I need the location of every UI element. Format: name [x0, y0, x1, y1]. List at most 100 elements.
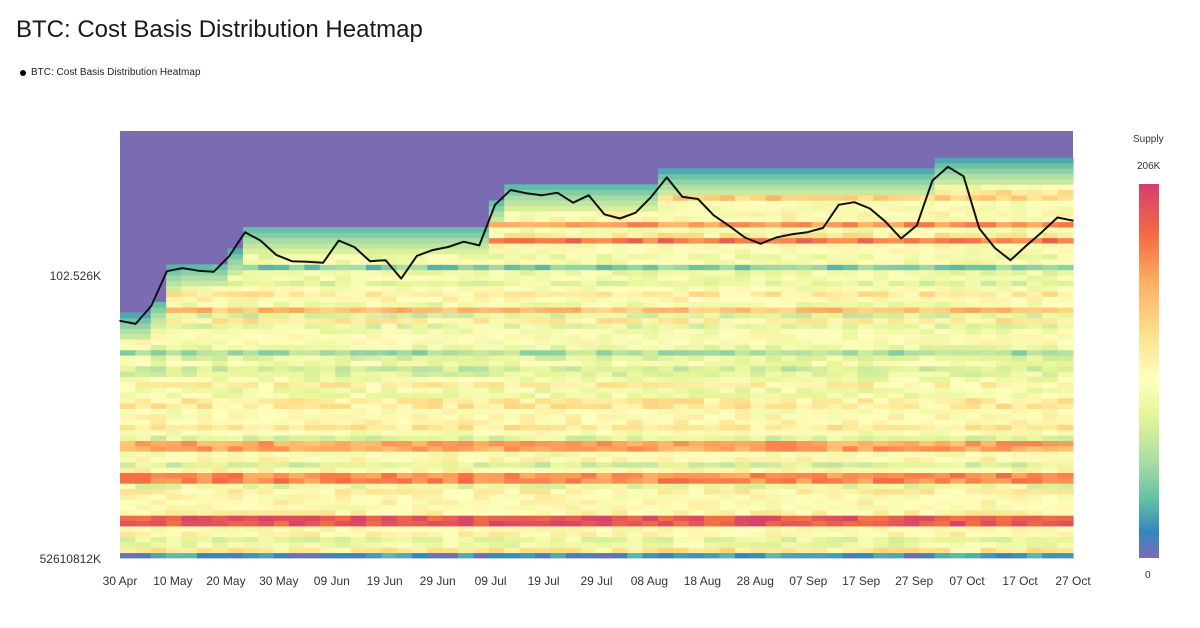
heatmap-cell	[227, 365, 244, 372]
heatmap-cell	[796, 285, 813, 292]
heatmap-cell	[719, 381, 736, 388]
heatmap-cell	[381, 237, 398, 244]
heatmap-cell	[627, 499, 644, 506]
heatmap-cell	[381, 536, 398, 543]
heatmap-cell	[519, 195, 536, 201]
heatmap-cell	[196, 520, 213, 527]
heatmap-cell	[765, 547, 782, 554]
heatmap-cell	[365, 227, 382, 233]
heatmap-cell	[750, 381, 767, 388]
heatmap-cell	[611, 552, 628, 559]
heatmap-cell	[642, 296, 659, 303]
heatmap-cell	[888, 264, 905, 271]
heatmap-cell	[381, 365, 398, 372]
heatmap-cell	[903, 547, 920, 554]
chart-legend[interactable]: BTC: Cost Basis Distribution Heatmap	[20, 67, 201, 78]
heatmap-cell	[289, 376, 306, 383]
heatmap-cell	[1011, 173, 1028, 180]
heatmap-cell	[365, 285, 382, 292]
heatmap-cell	[842, 168, 859, 175]
heatmap-cell	[212, 317, 229, 324]
heatmap-cell	[934, 179, 951, 185]
heatmap-cell	[550, 520, 567, 527]
heatmap-cell	[842, 333, 859, 340]
heatmap-cell	[996, 461, 1013, 468]
heatmap-cell	[980, 445, 997, 452]
heatmap-cell	[458, 552, 475, 559]
heatmap-cell	[350, 227, 367, 233]
heatmap-cell	[627, 387, 644, 393]
heatmap-cell	[273, 456, 290, 463]
heatmap-cell	[888, 280, 905, 287]
heatmap-cell	[627, 472, 644, 479]
heatmap-cell	[734, 275, 751, 281]
heatmap-cell	[581, 280, 598, 287]
heatmap-cell	[150, 552, 167, 559]
heatmap-cell	[934, 365, 951, 372]
heatmap-cell	[688, 360, 705, 367]
heatmap-cell	[181, 504, 198, 511]
heatmap-cell	[811, 376, 828, 383]
heatmap-cell	[704, 259, 721, 265]
heatmap-cell	[996, 205, 1013, 212]
heatmap-cell	[919, 344, 936, 351]
heatmap-cell	[488, 259, 505, 265]
heatmap-cell	[550, 488, 567, 495]
heatmap-cell	[765, 371, 782, 377]
heatmap-cell	[950, 355, 966, 361]
heatmap-cell	[642, 408, 659, 415]
heatmap-cell	[673, 488, 690, 495]
heatmap-cell	[888, 552, 905, 559]
heatmap-cell	[304, 248, 321, 255]
heatmap-cell	[642, 376, 659, 383]
heatmap-cell	[873, 536, 890, 543]
heatmap-cell	[965, 355, 982, 361]
heatmap-cell	[950, 467, 966, 473]
heatmap-cell	[504, 349, 521, 356]
heatmap-cell	[488, 301, 505, 308]
heatmap-cell	[642, 504, 659, 511]
heatmap-cell	[135, 520, 152, 527]
heatmap-cell	[780, 317, 797, 324]
heatmap-cell	[811, 339, 828, 345]
heatmap-cell	[857, 355, 874, 361]
heatmap-cell	[381, 408, 398, 415]
heatmap-cell	[842, 349, 859, 356]
heatmap-cell	[1011, 323, 1028, 329]
heatmap-cell	[412, 483, 429, 490]
heatmap-cell	[196, 307, 213, 313]
heatmap-cell	[427, 435, 444, 441]
heatmap-cell	[289, 440, 306, 447]
heatmap-cell	[627, 381, 644, 388]
heatmap-cell	[381, 392, 398, 399]
heatmap-cell	[719, 237, 736, 244]
price-point	[384, 259, 387, 262]
heatmap-cell	[673, 440, 690, 447]
heatmap-cell	[642, 285, 659, 292]
heatmap-cell	[258, 456, 275, 463]
heatmap-cell	[550, 349, 567, 356]
heatmap-cell	[1057, 381, 1074, 388]
heatmap-cell	[150, 509, 167, 516]
heatmap-cell	[350, 360, 367, 367]
heatmap-cell	[734, 520, 751, 527]
heatmap-cell	[765, 280, 782, 287]
heatmap-cell	[903, 413, 920, 420]
heatmap-cell	[258, 376, 275, 383]
heatmap-cell	[996, 301, 1013, 308]
heatmap-cell	[611, 435, 628, 441]
heatmap-cell	[903, 307, 920, 313]
heatmap-cell	[488, 275, 505, 281]
heatmap-cell	[458, 328, 475, 335]
heatmap-cell	[996, 504, 1013, 511]
heatmap-cell	[1026, 216, 1043, 223]
heatmap-cell	[396, 547, 413, 554]
heatmap-cell	[934, 488, 951, 495]
heatmap-cell	[903, 381, 920, 388]
heatmap-cell	[242, 424, 259, 431]
heatmap-cell	[673, 339, 690, 345]
heatmap-cell	[611, 349, 628, 356]
heatmap-cell	[596, 339, 613, 345]
heatmap-cell	[888, 227, 905, 233]
